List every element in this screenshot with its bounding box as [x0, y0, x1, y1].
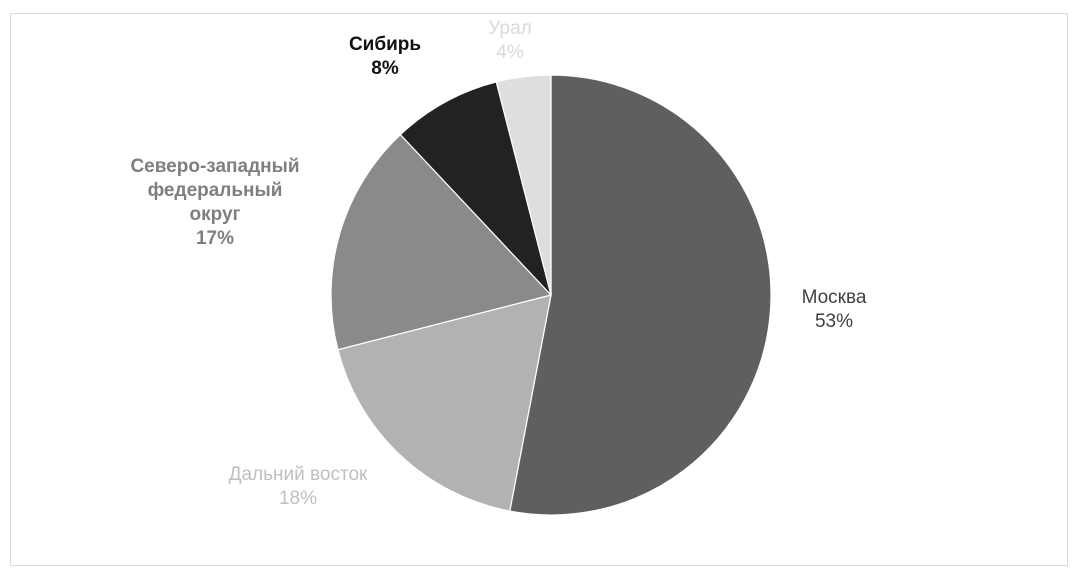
- pie-slice-3: [330, 133, 553, 351]
- pie-labels: Москва 53% Дальний восток 18% Северо-западны…: [130, 18, 866, 509]
- data-label-name: Урал: [488, 18, 531, 39]
- pie-slice-2: [337, 294, 552, 512]
- data-label-4: Сибирь 8%: [349, 34, 421, 79]
- pie-slices: [330, 74, 772, 516]
- data-label-name: Северо-западный: [130, 156, 299, 177]
- data-label-1: Москва 53%: [802, 287, 867, 332]
- data-label-name: округ: [190, 204, 241, 225]
- data-label-percent: 4%: [496, 42, 524, 63]
- data-label-2: Дальний восток 18%: [229, 464, 368, 509]
- data-label-5: Урал 4%: [488, 18, 531, 63]
- data-label-name: федеральный: [148, 180, 283, 201]
- data-label-percent: 8%: [371, 58, 399, 79]
- data-label-percent: 17%: [196, 228, 234, 249]
- data-label-name: Москва: [802, 287, 867, 308]
- data-label-name: Сибирь: [349, 34, 421, 55]
- pie-slice-5: [495, 74, 552, 296]
- pie-slice-1: [509, 74, 772, 516]
- data-label-percent: 18%: [279, 488, 317, 509]
- data-label-3: Северо-западный федеральный округ 17%: [130, 156, 299, 249]
- pie-slice-4: [399, 81, 552, 296]
- data-label-name: Дальний восток: [229, 464, 368, 485]
- data-label-percent: 53%: [815, 311, 853, 332]
